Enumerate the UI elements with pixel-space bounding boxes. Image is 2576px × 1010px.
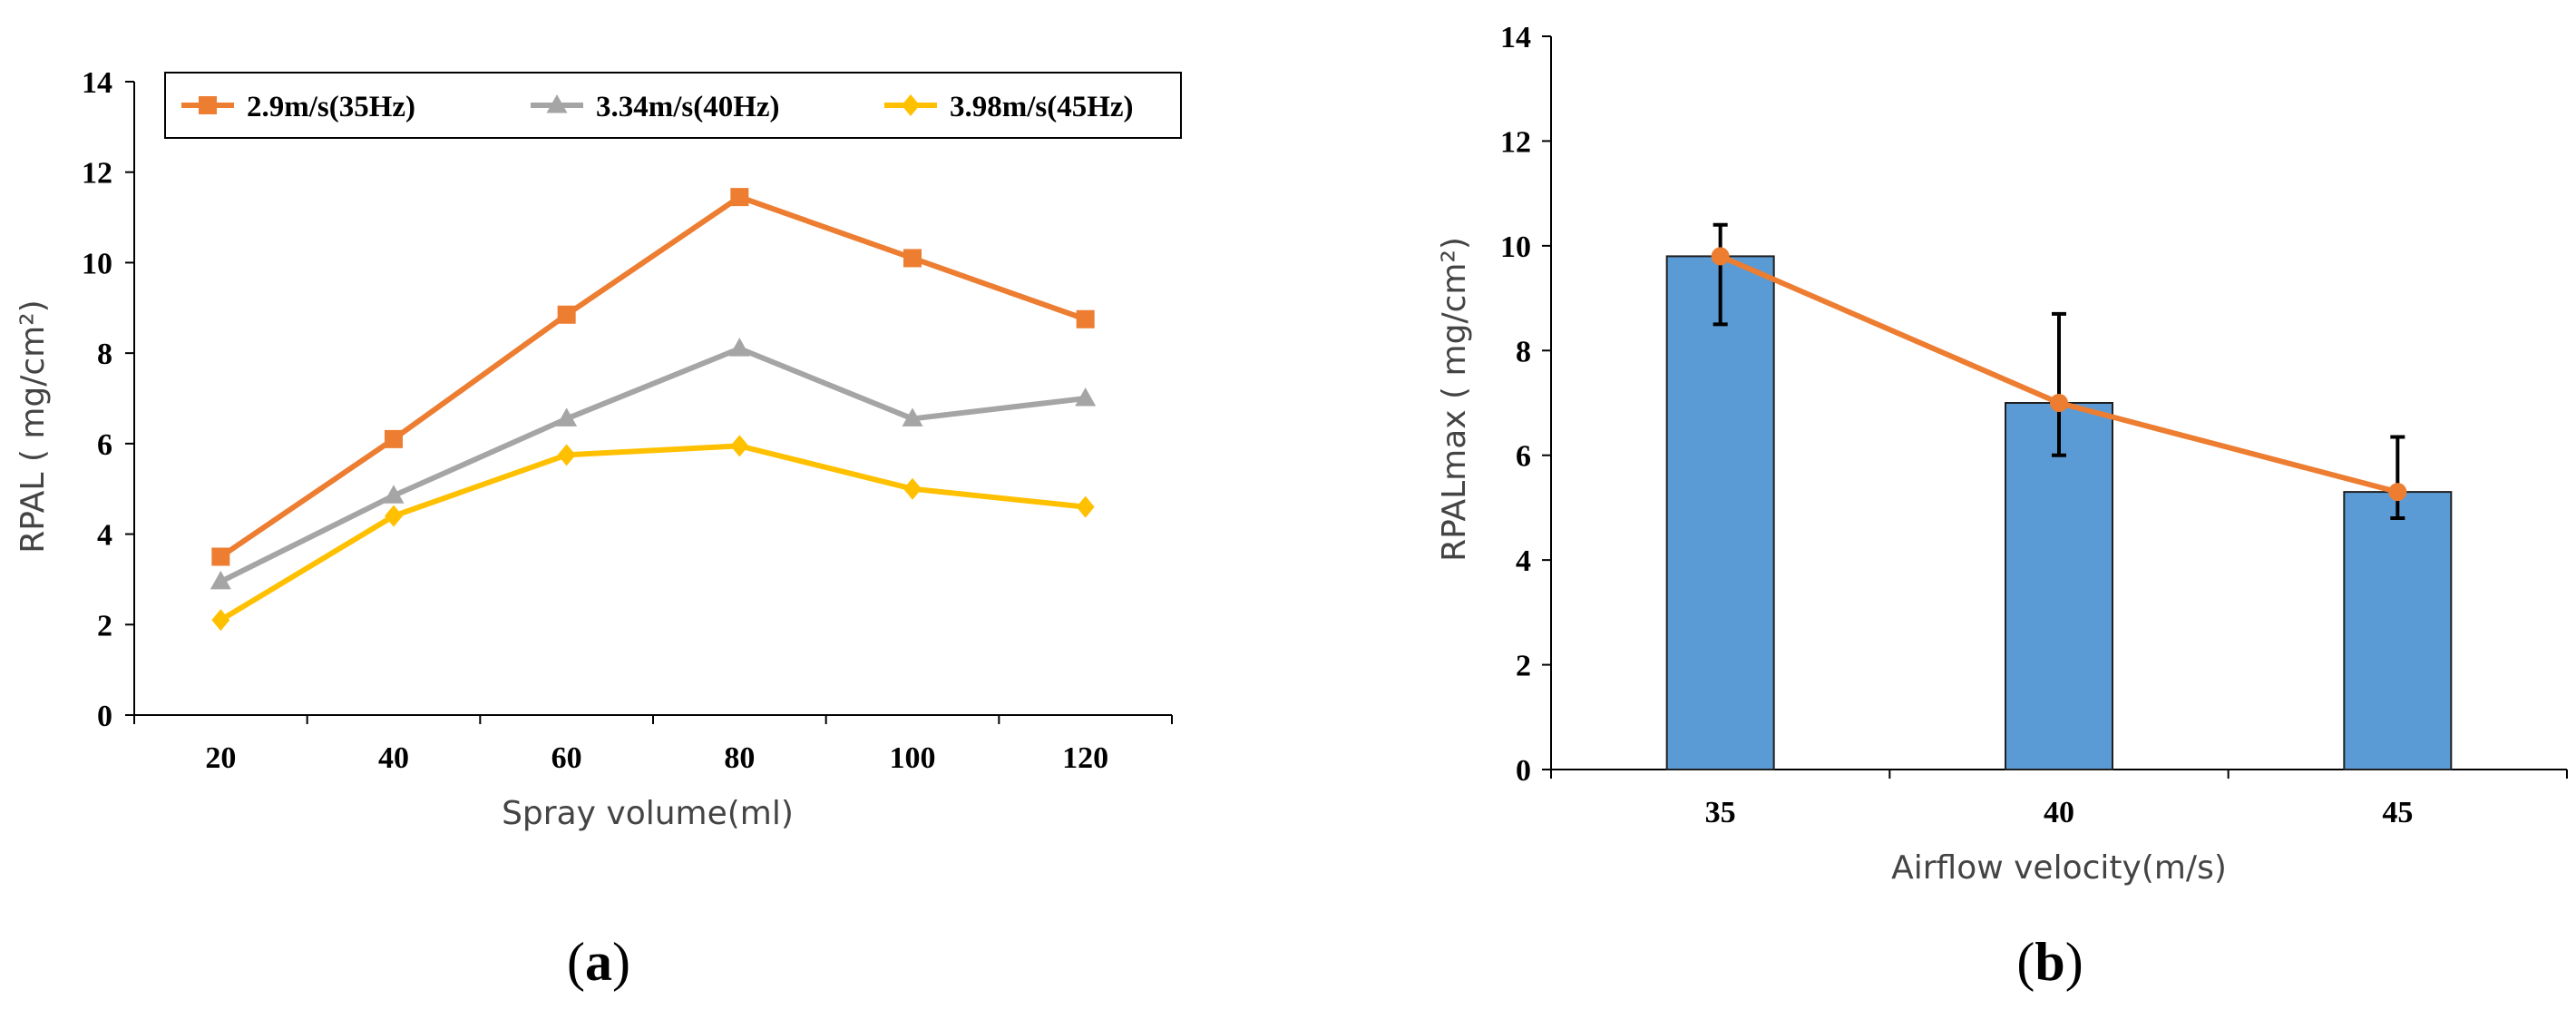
- chart-a-series-2: [210, 338, 1097, 590]
- chart-a-legend-label: 2.9m/s(35Hz): [247, 91, 415, 123]
- chart-a-data-point: [902, 407, 923, 427]
- chart-a-data-point: [728, 338, 750, 357]
- chart-a-x-ticks: 20 40 60 80 100 120: [133, 715, 1173, 775]
- chart-b-y-tick-label: 2: [1516, 650, 1531, 683]
- chart-b-bar: [2005, 402, 2113, 770]
- chart-a-legend-marker: [546, 94, 568, 113]
- chart-a-data-point: [903, 477, 922, 500]
- chart-a-legend-label: 3.98m/s(45Hz): [950, 91, 1134, 123]
- chart-a-legend-marker: [902, 94, 920, 116]
- chart-a-y-tick-label: 10: [82, 247, 112, 280]
- chart-panel-a: 0 2 4 6 8 10 12 14 20 40 60 80 100 120 RPAL ( mg/cm²…: [15, 66, 1182, 992]
- chart-b-y-tick-label: 14: [1500, 21, 1531, 54]
- chart-a-y-tick-label: 8: [97, 338, 112, 371]
- chart-b-error-bar: [1712, 222, 1728, 327]
- panel-b-label-open: (: [2016, 932, 2034, 992]
- chart-a-y-axis-label: RPAL ( mg/cm²): [15, 299, 52, 553]
- chart-b-error-bar: [2052, 311, 2066, 457]
- chart-a-x-axis-label: Spray volume(ml): [502, 795, 794, 832]
- chart-b-data-point: [1711, 247, 1730, 266]
- chart-b-error-bar: [2390, 435, 2405, 520]
- chart-a-series-line: [219, 194, 1087, 559]
- chart-a-series-line: [219, 443, 1086, 623]
- chart-a-data-point: [210, 570, 231, 590]
- chart-a-data-point: [385, 429, 403, 448]
- chart-a-x-tick-label: 120: [1062, 741, 1108, 775]
- chart-a-data-point: [1075, 387, 1097, 407]
- chart-b-y-tick-label: 4: [1516, 544, 1531, 578]
- panel-a-label-letter: a: [585, 932, 612, 992]
- chart-b-x-tick-label: 35: [1705, 796, 1736, 829]
- chart-b-x-ticks: 35 40 45: [1550, 770, 2568, 829]
- chart-a-x-tick-label: 100: [890, 741, 936, 775]
- chart-b-y-tick-label: 10: [1500, 230, 1531, 264]
- panel-b-label-letter: b: [2034, 932, 2064, 992]
- chart-a-axes: [133, 82, 1172, 716]
- chart-a-legend-box: [164, 72, 1182, 139]
- chart-a-data-point: [385, 505, 403, 527]
- chart-b-x-axis-label: Airflow velocity(m/s): [1891, 849, 2227, 887]
- chart-b-x-tick-label: 45: [2382, 796, 2413, 829]
- panel-a-label: (a): [567, 932, 630, 992]
- chart-a-data-point: [557, 305, 576, 324]
- chart-a-y-tick-label: 14: [82, 66, 112, 100]
- chart-a-series-1: [211, 188, 1095, 566]
- chart-a-legend: 2.9m/s(35Hz) 3.34m/s(40Hz) 3.98m/s(45Hz): [164, 72, 1182, 139]
- chart-b-trend-line: [1711, 247, 2407, 502]
- chart-a-y-tick-label: 0: [97, 700, 112, 733]
- chart-a-x-tick-label: 60: [551, 741, 582, 775]
- chart-a-data-point: [1076, 495, 1095, 518]
- chart-b-y-tick-label: 12: [1500, 125, 1531, 159]
- panel-b-label: (b): [2016, 932, 2083, 992]
- chart-a-x-tick-label: 40: [378, 741, 409, 775]
- panel-b-label-close: ): [2065, 932, 2083, 992]
- chart-b-x-tick-label: 40: [2044, 796, 2074, 829]
- chart-b-error-bars: [1712, 222, 2405, 520]
- chart-b-y-tick-label: 6: [1516, 440, 1531, 474]
- chart-a-x-tick-label: 80: [724, 741, 755, 775]
- chart-a-series: [210, 188, 1097, 632]
- chart-a-series-line: [219, 346, 1087, 584]
- chart-b-y-axis-label: RPALmax ( mg/cm²): [1436, 237, 1473, 562]
- panel-a-label-close: ): [612, 932, 630, 992]
- chart-a-data-point: [730, 188, 749, 207]
- chart-b-bars: [1665, 255, 2453, 770]
- chart-b-data-point: [2388, 483, 2407, 502]
- chart-a-y-tick-label: 6: [97, 428, 112, 462]
- chart-b-y-tick-label: 8: [1516, 335, 1531, 368]
- chart-a-y-tick-label: 2: [97, 609, 112, 642]
- chart-a-legend-marker: [199, 96, 217, 114]
- chart-a-data-point: [730, 435, 749, 457]
- chart-b-y-ticks: 0 2 4 6 8 10 12 14: [1500, 21, 1551, 788]
- chart-a-legend-label: 3.34m/s(40Hz): [596, 91, 780, 123]
- chart-a-data-point: [1076, 309, 1095, 328]
- chart-a-data-point: [556, 407, 578, 427]
- chart-a-data-point: [211, 609, 230, 632]
- chart-a-x-tick-label: 20: [205, 741, 236, 775]
- chart-a-data-point: [557, 444, 576, 466]
- chart-b-y-tick-label: 0: [1516, 754, 1531, 788]
- chart-b-bar: [2343, 491, 2453, 770]
- chart-a-y-tick-label: 12: [82, 157, 112, 191]
- chart-a-data-point: [211, 547, 230, 566]
- chart-b-bar: [1665, 255, 1775, 770]
- chart-a-y-ticks: 0 2 4 6 8 10 12 14: [82, 66, 134, 733]
- panel-a-label-open: (: [567, 932, 585, 992]
- chart-b-data-point: [2050, 394, 2068, 412]
- chart-a-series-3: [211, 435, 1095, 632]
- chart-a-data-point: [383, 485, 405, 504]
- chart-panel-b: 0 2 4 6 8 10 12 14 35 40 45 RPALmax ( mg/cm²) Air…: [1436, 21, 2568, 992]
- chart-a-y-tick-label: 4: [97, 519, 112, 553]
- chart-a-data-point: [903, 249, 922, 268]
